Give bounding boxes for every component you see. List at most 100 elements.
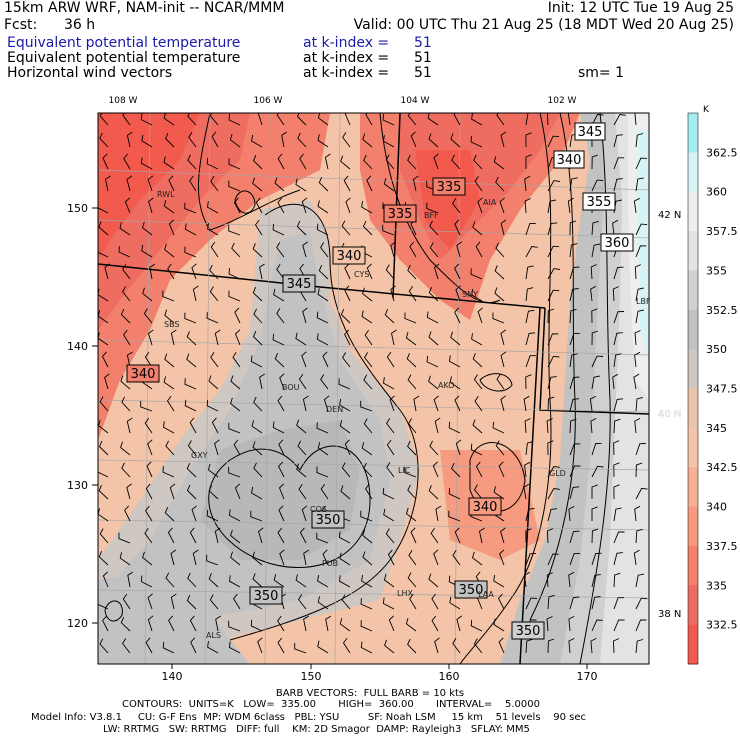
wind-barb [635, 597, 648, 610]
wind-barb [591, 355, 604, 368]
wind-barb [495, 176, 505, 192]
wind-barb [281, 131, 288, 148]
wind-barb [428, 375, 439, 390]
wind-barb [318, 177, 329, 192]
colorbar-swatch [688, 349, 698, 389]
wind-barb [525, 265, 534, 280]
wind-barb [207, 463, 219, 478]
contour-label: 345 [282, 274, 316, 293]
wind-barb [383, 508, 395, 522]
wind-barb [98, 551, 109, 566]
wind-barb [386, 462, 395, 478]
wind-barb [360, 620, 373, 632]
colorbar-swatch [688, 545, 698, 586]
wind-barb [612, 373, 619, 390]
wind-barb [273, 574, 285, 588]
wind-barb [568, 637, 575, 654]
wind-barb [590, 637, 597, 654]
wind-barb [324, 153, 331, 170]
x-tick: 160 [439, 670, 460, 683]
wind-barb [192, 549, 199, 566]
wind-barb [98, 201, 109, 214]
wind-barb [296, 463, 307, 478]
colorbar-level: 340 [706, 501, 727, 514]
wind-barb [408, 418, 417, 434]
wind-barb [361, 310, 373, 324]
wind-barb [126, 131, 133, 148]
wind-barb [187, 113, 197, 126]
wind-barb [123, 329, 131, 346]
wind-barb [228, 267, 241, 280]
wind-barb [569, 418, 577, 434]
wind-barb [470, 135, 483, 148]
wind-barb [492, 421, 505, 434]
wind-barb [189, 615, 197, 632]
wind-barb [360, 641, 373, 654]
wind-barb [252, 330, 263, 346]
wind-barb [474, 396, 483, 412]
wind-barb [210, 352, 219, 368]
wind-barb [613, 462, 620, 478]
wind-barb [228, 113, 241, 126]
contour-label: 340 [126, 364, 160, 383]
wind-barb [449, 376, 461, 390]
wind-barb [298, 373, 307, 390]
contour-label: 350 [511, 621, 545, 640]
wind-barb [162, 290, 175, 302]
wind-barb [316, 223, 329, 236]
wind-barb [144, 528, 153, 544]
wind-barb [360, 510, 373, 522]
wind-barb [214, 439, 220, 456]
wind-barb [98, 485, 109, 500]
wind-barb [591, 465, 604, 478]
wind-barb [164, 309, 175, 324]
wind-barb [278, 439, 285, 456]
wind-barb [493, 156, 505, 170]
wind-barb [298, 483, 307, 500]
wind-barb [187, 154, 197, 170]
wind-barb [365, 483, 373, 500]
wind-barb [98, 221, 109, 236]
wind-barb [272, 333, 285, 346]
wind-barb [228, 620, 241, 632]
wind-barb [525, 287, 534, 302]
wind-barb [569, 308, 577, 324]
wind-barb [184, 399, 197, 412]
wind-barb [569, 443, 581, 456]
wind-barb [228, 180, 241, 192]
wind-barb [208, 375, 219, 390]
wind-barb [613, 353, 622, 368]
wind-barb [634, 330, 641, 346]
wind-barb [206, 399, 219, 412]
wind-barb [186, 594, 197, 610]
wind-barb [206, 312, 219, 324]
wind-barb [500, 527, 506, 544]
wind-barb [362, 220, 373, 236]
wind-barb [145, 505, 153, 522]
wind-barb [492, 312, 505, 324]
wind-barb [494, 265, 505, 280]
wind-barb [141, 221, 153, 236]
wind-barb [613, 311, 625, 324]
field-value-1: 51 [414, 35, 432, 51]
wind-barb [383, 135, 395, 148]
wind-barb [164, 353, 175, 368]
wind-barb [345, 197, 351, 214]
wind-barb [98, 440, 109, 456]
wind-barb [408, 550, 417, 566]
wind-barb [186, 353, 197, 368]
lat-42n: 42 N [658, 210, 681, 221]
svg-text:350: 350 [254, 589, 279, 604]
wind-barb [299, 153, 307, 170]
wind-barb [167, 527, 175, 544]
station-lic: LIC [398, 466, 411, 475]
wind-barb [301, 505, 308, 522]
wind-barb [147, 593, 153, 610]
wind-barb [472, 221, 483, 236]
wind-barb [186, 484, 197, 500]
wind-barb [362, 551, 373, 566]
lat-38n: 38 N [658, 609, 681, 620]
wind-barb [591, 574, 601, 588]
wind-barb [140, 113, 153, 126]
wind-barb [259, 263, 265, 280]
